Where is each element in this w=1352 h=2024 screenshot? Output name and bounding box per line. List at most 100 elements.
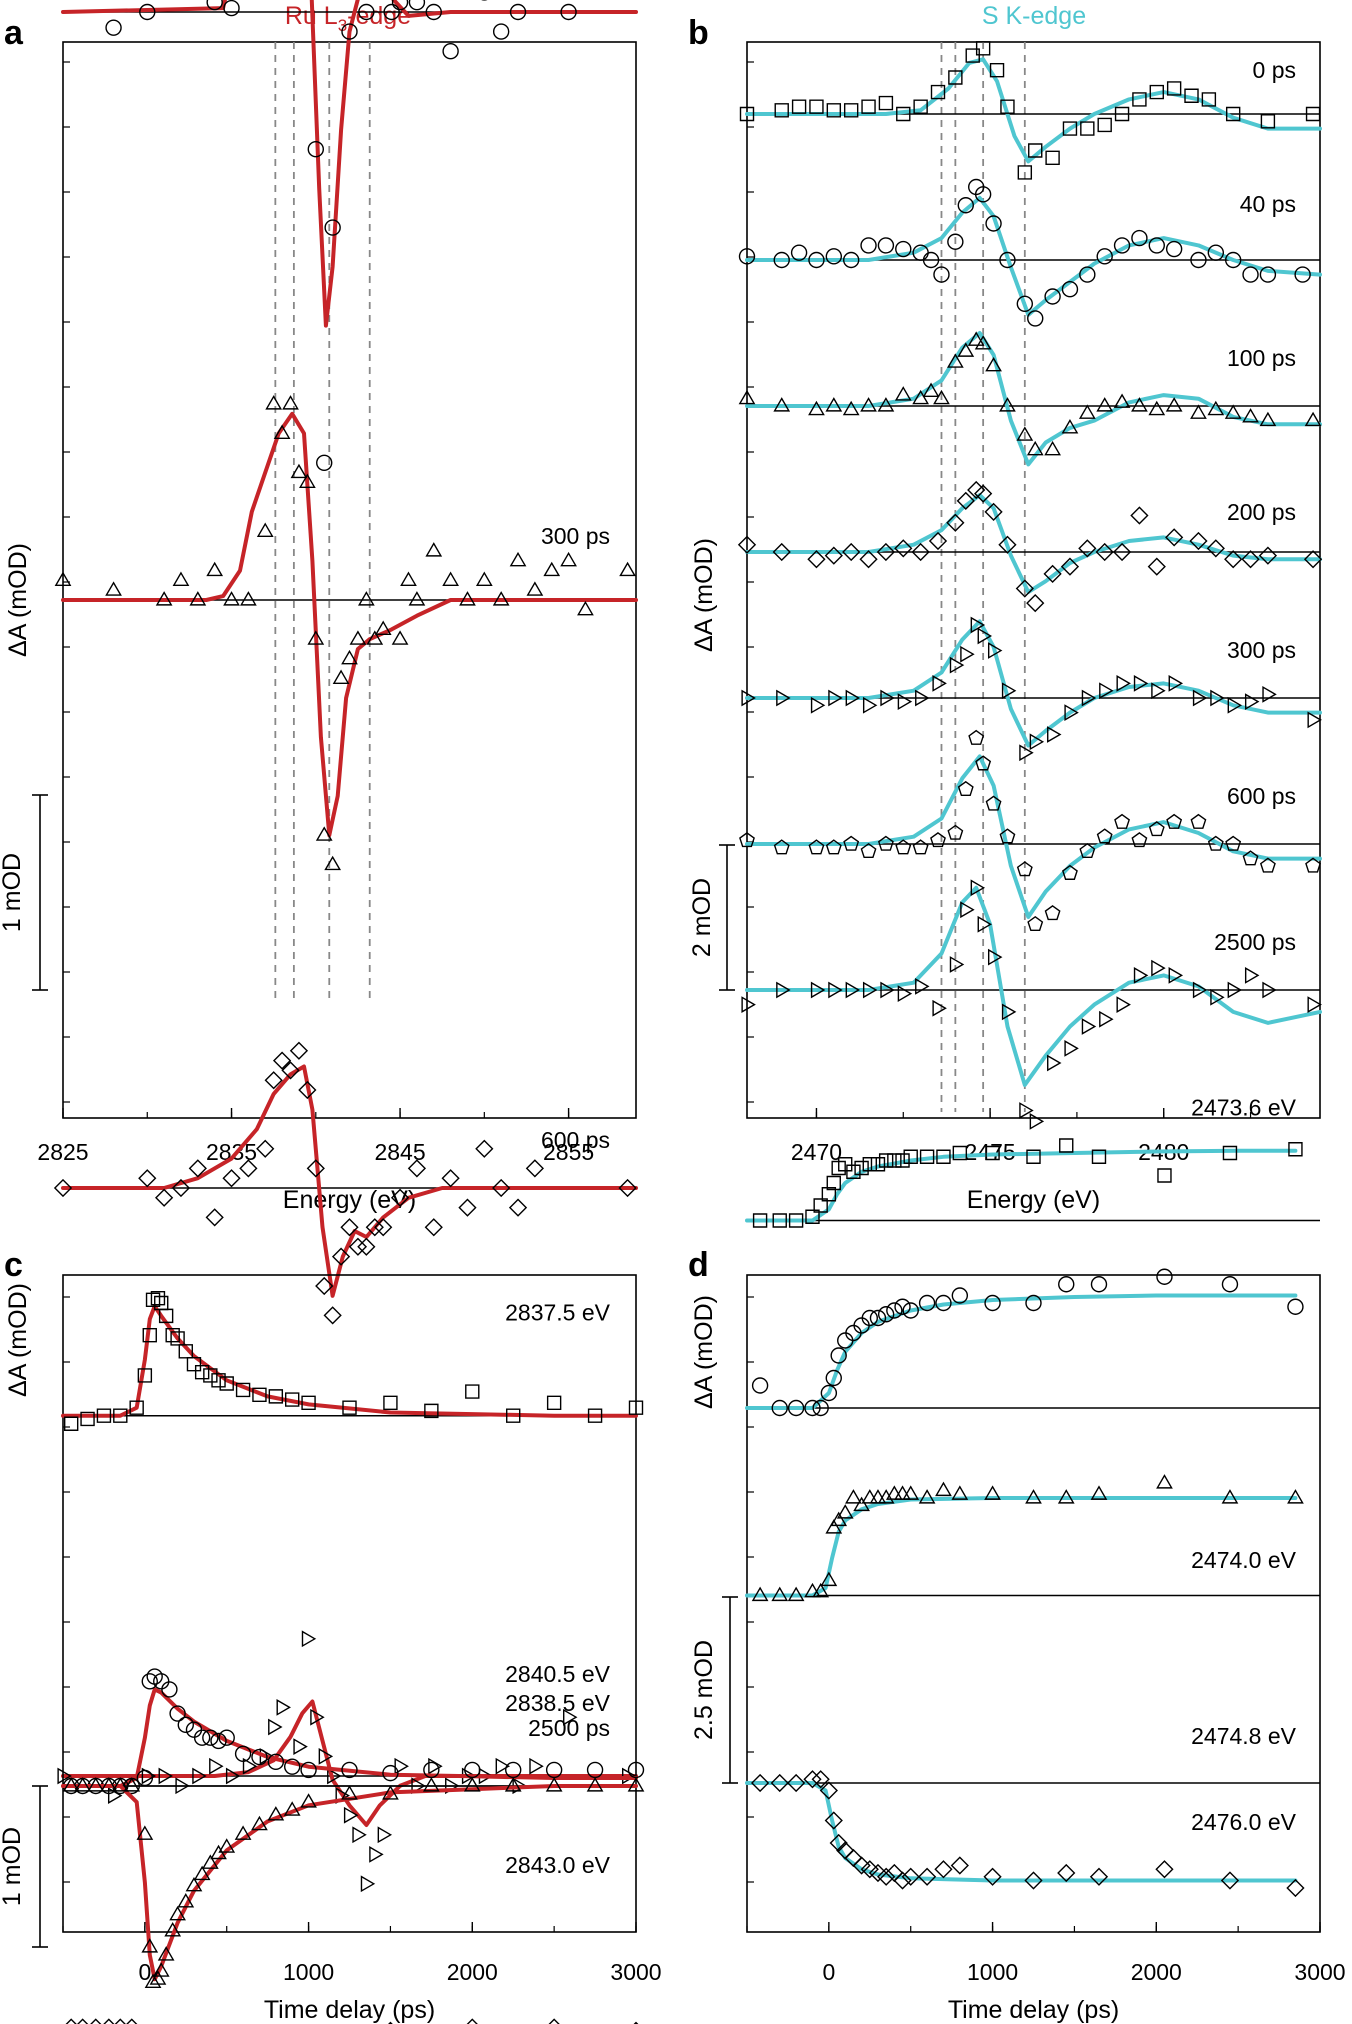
panel-b-data-point <box>1166 81 1182 96</box>
panel-c-data-point <box>136 1825 154 1840</box>
panel-c-data-point <box>177 1716 194 1734</box>
panel-b-fit-line <box>745 331 1322 467</box>
panel-c-data-point <box>301 1395 316 1411</box>
panel-b-trace-label: 300 ps <box>1227 637 1296 663</box>
panel-d-trace-label: 2474.8 eV <box>1191 1723 1297 1749</box>
panel-b-data-point <box>791 99 807 114</box>
panel-d-data-point <box>877 1867 896 1886</box>
panel-b-data-point <box>860 842 877 859</box>
panel-b-data-point <box>843 835 860 851</box>
panel-c-data-point <box>466 2018 478 2024</box>
panel-a-data-point <box>172 571 190 586</box>
panel-d-data-point <box>894 1485 911 1500</box>
panel-a-data-point <box>272 1051 292 1070</box>
panel-b-data-point <box>1081 689 1097 707</box>
panel-d-series-0: 2473.6 eV <box>745 1095 1320 1228</box>
panel-b-data-point <box>1114 106 1130 122</box>
panel-d-data-point <box>1025 1489 1042 1504</box>
panel-b-data-point <box>1148 821 1165 837</box>
panel-b-data-point <box>824 546 843 565</box>
panel-a-data-point <box>209 1757 224 1775</box>
panel-b-data-point <box>1027 915 1044 932</box>
panel-b-data-point <box>877 237 895 254</box>
panel-b-data-point <box>977 915 993 933</box>
panel-b-data-point <box>1027 310 1044 327</box>
panel-b-data-point <box>826 103 842 118</box>
panel-b-data-point <box>1099 1010 1114 1028</box>
panel-d-data-point <box>1222 1145 1238 1161</box>
panel-b-data-point <box>956 491 975 511</box>
panel-d-trace-label: 2473.6 eV <box>1191 1095 1297 1121</box>
panel-b-data-point <box>1080 121 1095 136</box>
panel-a-data-point <box>442 571 459 586</box>
panel-b-data-point <box>845 981 861 999</box>
panel-b-data-point <box>842 400 860 416</box>
panel-a-data-point <box>349 630 367 645</box>
panel-c-y-axis-label: ΔA (mOD) <box>4 1283 32 1397</box>
panel-b-data-point <box>825 839 842 855</box>
panel-c-data-point <box>219 1376 234 1391</box>
panel-d-data-point <box>935 1294 952 1312</box>
panel-c-trace-label: 2837.5 eV <box>505 1300 611 1326</box>
panel-a-data-point <box>543 561 561 577</box>
panel-c-x-tick-label: 0 <box>138 1959 151 1985</box>
panel-c-data-point <box>424 1403 439 1419</box>
panel-b-data-point <box>1224 404 1242 419</box>
panel-a-data-point <box>206 561 224 577</box>
panel-d-data-point <box>804 1582 821 1598</box>
panel-b-data-point <box>1303 550 1323 569</box>
panel-b-data-point <box>970 879 986 897</box>
panel-b-data-point <box>828 981 843 999</box>
panel-d-data-point <box>819 1781 838 1800</box>
panel-a-data-point <box>293 1738 308 1755</box>
panel-a-data-point <box>205 1208 224 1227</box>
panel-d-frame <box>746 1274 1321 1933</box>
panel-a-data-point <box>273 424 291 439</box>
panel-b-data-point <box>922 251 940 269</box>
panel-c-data-point <box>169 1705 186 1722</box>
panel-b-data-point <box>876 542 896 562</box>
panel-b-data-point <box>737 535 757 554</box>
panel-b-data-point <box>1001 682 1017 700</box>
panel-d-data-point <box>1286 1878 1305 1898</box>
panel-b-data-point <box>790 244 808 261</box>
panel-c-data-point <box>545 1777 563 1792</box>
panel-a-data-point <box>318 1748 334 1765</box>
panel-c-data-point <box>137 1368 153 1383</box>
panel-c-scale-bar-label: 1 mOD <box>0 1827 26 1906</box>
panel-b-scale-bar: 2 mOD <box>688 844 735 991</box>
panel-d-data-point <box>877 1489 895 1504</box>
panel-b-data-point <box>1259 266 1277 283</box>
panel-b-data-point <box>1258 546 1278 565</box>
panel-b-data-point <box>808 839 825 855</box>
panel-a-y-axis-label: ΔA (mOD) <box>4 543 32 657</box>
panel-b-data-point <box>1078 539 1097 558</box>
panel-b-data-point <box>1151 682 1166 700</box>
panel-c-fit-line <box>61 1784 638 1982</box>
panel-label-c: c <box>4 1246 23 1284</box>
panel-b-data-point <box>1061 419 1079 434</box>
panel-b-data-point <box>1029 733 1045 751</box>
panel-b-data-point <box>1099 682 1114 700</box>
panel-b-series-6: 2500 ps <box>741 879 1322 1130</box>
panel-b-data-point <box>1132 92 1147 107</box>
panel-c-data-point <box>628 1400 644 1415</box>
panel-b-data-point <box>915 689 930 707</box>
panel-d-data-point <box>984 1485 1001 1500</box>
panel-b-data-point <box>773 839 790 855</box>
panel-d-data-point <box>869 1489 887 1504</box>
panel-a-data-point <box>188 1159 207 1178</box>
panel-b-data-point <box>1047 726 1062 743</box>
panel-b-data-point <box>1184 88 1199 103</box>
panel-a-data-point <box>619 561 636 577</box>
panel-d: 0 1000 2000 3000 Time delay (ps) ΔA (mOD) 2.5 … <box>690 1095 1346 2024</box>
panel-b-data-point <box>1242 850 1259 866</box>
panel-a-data-point <box>618 1178 637 1198</box>
panel-b-data-point <box>984 502 1003 521</box>
panel-d-data-point <box>894 1298 911 1315</box>
panel-d-data-point <box>825 1369 842 1387</box>
panel-d-data-point <box>838 1157 853 1172</box>
panel-c-trace-label: 2840.5 eV <box>505 1661 611 1687</box>
panel-b-data-point <box>965 48 980 63</box>
panel-d-data-point <box>951 1485 969 1500</box>
